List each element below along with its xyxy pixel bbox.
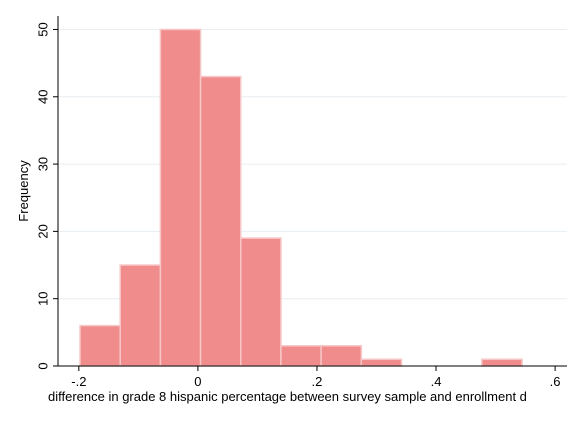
x-tick-label-3: .4	[431, 374, 442, 389]
histogram-bar-4	[240, 237, 282, 367]
x-tick-label-4: .6	[550, 374, 561, 389]
x-axis-title: difference in grade 8 hispanic percentag…	[48, 389, 527, 404]
histogram-bar-3	[199, 75, 242, 367]
y-axis-ticks: 0 10 20 30 40 50	[36, 22, 58, 370]
histogram-bar-10	[481, 358, 523, 367]
y-tick-label-3: 30	[36, 157, 51, 171]
x-tick-label-0: -.2	[71, 374, 86, 389]
y-tick-label-1: 10	[36, 291, 51, 305]
histogram-bar-2	[159, 28, 202, 367]
histogram-bar-5	[280, 345, 322, 367]
y-tick-label-0: 0	[36, 362, 51, 369]
histogram-bar-7	[360, 358, 403, 367]
grid-lines	[58, 28, 567, 300]
y-tick-label-2: 20	[36, 224, 51, 238]
x-axis-ticks: -.2 0 .2 .4 .6	[71, 366, 561, 389]
y-tick-label-4: 40	[36, 90, 51, 104]
histogram-bars	[79, 28, 523, 367]
histogram-bar-1	[119, 264, 162, 367]
x-tick-label-1: 0	[194, 374, 201, 389]
histogram-bar-6	[320, 345, 363, 367]
y-axis-title: Frequency	[16, 160, 31, 222]
x-tick-label-2: .2	[312, 374, 323, 389]
histogram-bar-0	[79, 324, 121, 367]
y-tick-label-5: 50	[36, 22, 51, 36]
